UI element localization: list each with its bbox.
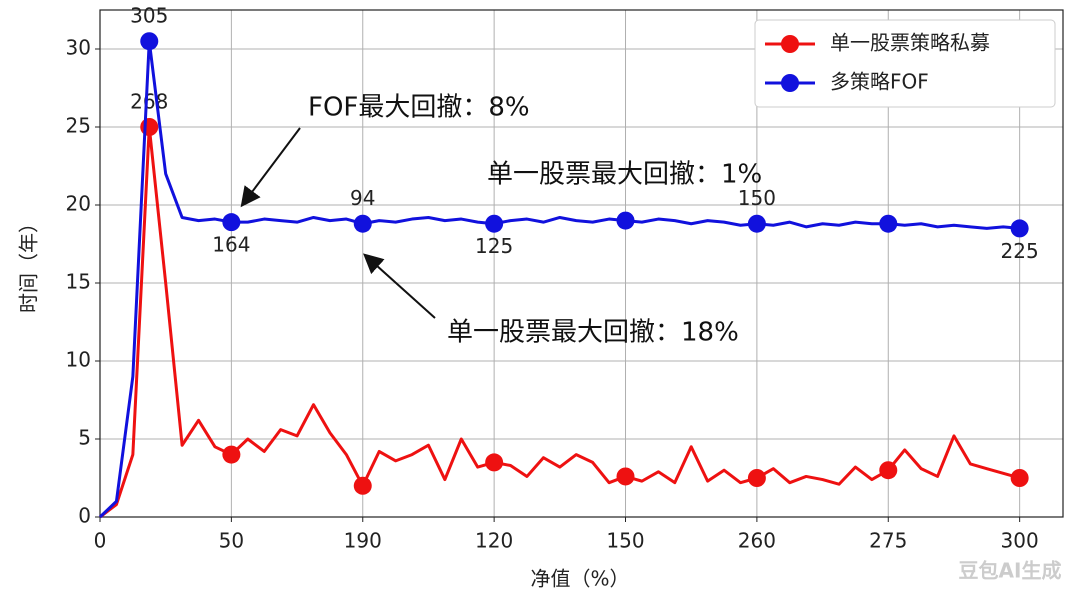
- y-tick-label: 10: [66, 348, 91, 372]
- x-axis-label: 净值（%）: [530, 567, 629, 591]
- y-tick-label: 5: [78, 426, 91, 450]
- y-tick-label: 30: [66, 36, 91, 60]
- marker: [879, 214, 898, 233]
- x-tick-label: 120: [475, 529, 513, 553]
- marker: [222, 445, 241, 464]
- annotation-arrow: [240, 127, 301, 208]
- legend-marker: [781, 35, 799, 53]
- y-tick-label: 25: [66, 114, 91, 138]
- marker: [1010, 469, 1029, 487]
- point-label: 150: [738, 186, 776, 210]
- marker: [616, 467, 635, 486]
- marker: [879, 461, 898, 480]
- marker: [353, 476, 372, 495]
- x-tick-label: 260: [738, 529, 776, 553]
- annotation: 单一股票最大回撤：18%: [447, 318, 739, 348]
- marker: [747, 469, 766, 487]
- marker: [140, 32, 159, 51]
- marker: [353, 214, 372, 233]
- legend-box: [754, 19, 1056, 108]
- point-label: 125: [475, 234, 513, 258]
- x-tick-label: 50: [219, 529, 244, 553]
- legend-marker: [781, 74, 799, 92]
- x-tick-label: 150: [606, 529, 644, 553]
- watermark: 豆包AI生成: [959, 559, 1062, 583]
- annotation: FOF最大回撤：8%: [308, 93, 530, 123]
- marker: [222, 213, 241, 232]
- y-tick-label: 15: [66, 270, 91, 294]
- y-tick-label: 20: [66, 192, 91, 216]
- marker: [616, 211, 635, 230]
- marker: [140, 118, 159, 136]
- y-tick-label: 0: [78, 504, 91, 528]
- point-label: 164: [212, 233, 250, 257]
- point-label: 268: [130, 90, 168, 114]
- x-tick-label: 0: [94, 529, 107, 553]
- y-axis-label: 时间（年）: [17, 213, 41, 313]
- x-tick-label: 190: [344, 529, 382, 553]
- marker: [485, 453, 504, 472]
- x-tick-label: 300: [1001, 529, 1039, 553]
- marker: [485, 214, 504, 233]
- point-label: 225: [1001, 239, 1039, 263]
- legend-label: 单一股票策略私募: [830, 31, 990, 55]
- series-line: [99, 125, 1021, 519]
- point-label: 305: [130, 4, 168, 28]
- marker: [747, 214, 766, 233]
- x-tick-label: 275: [869, 529, 907, 553]
- point-label: 94: [350, 186, 375, 210]
- legend-label: 多策略FOF: [830, 70, 929, 94]
- annotation-arrow: [363, 253, 436, 319]
- series-line: [98, 39, 1020, 519]
- plot-frame: [99, 9, 1064, 518]
- marker: [1010, 219, 1029, 238]
- annotation: 单一股票最大回撤：1%: [487, 160, 762, 190]
